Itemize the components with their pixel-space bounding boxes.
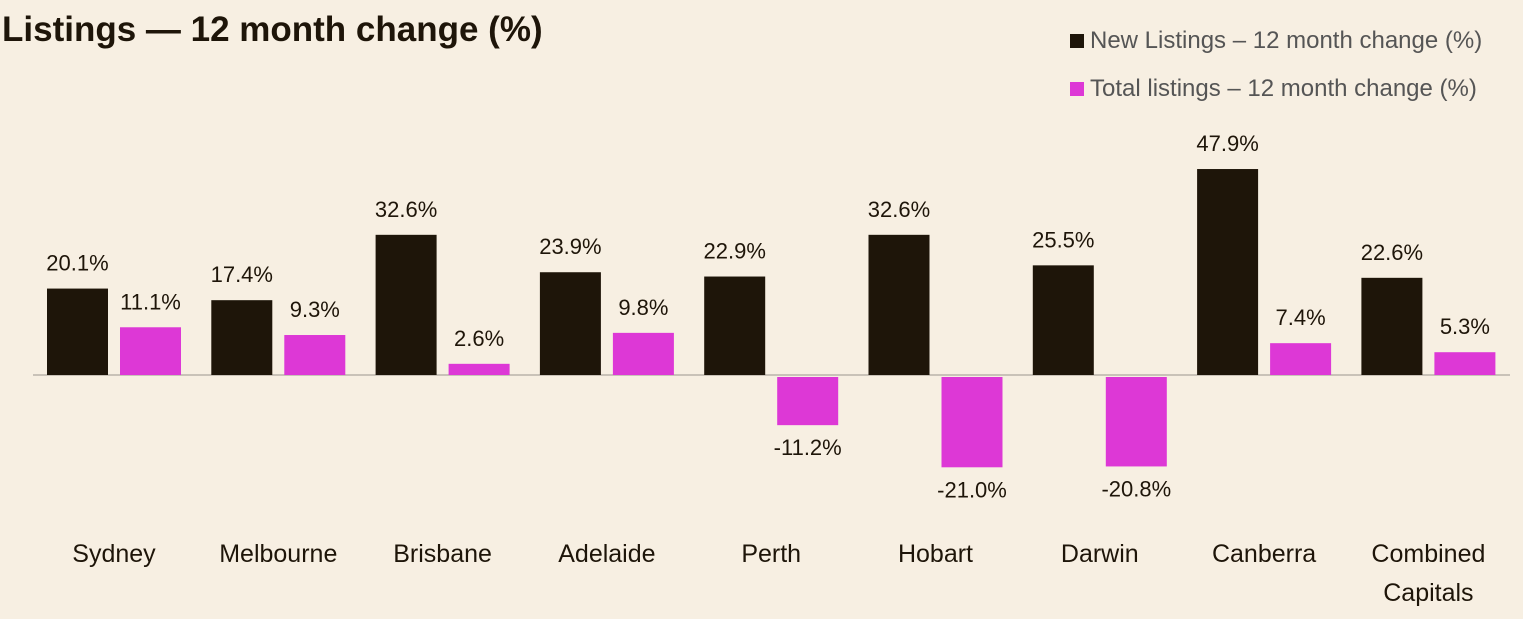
legend-label-total-listings: Total listings – 12 month change (%) bbox=[1090, 75, 1477, 102]
bar-total-adelaide bbox=[612, 332, 674, 375]
bar-new-canberra bbox=[1197, 169, 1259, 375]
value-label-total-combined-capitals: 5.3% bbox=[1440, 314, 1490, 339]
category-label-line: Brisbane bbox=[393, 540, 492, 568]
value-label-new-sydney: 20.1% bbox=[46, 251, 108, 276]
bar-new-adelaide bbox=[539, 272, 601, 375]
value-label-new-adelaide: 23.9% bbox=[539, 234, 601, 259]
legend-item-new-listings: New Listings – 12 month change (%) bbox=[1070, 24, 1482, 58]
value-label-new-canberra: 47.9% bbox=[1196, 131, 1258, 156]
value-label-total-darwin: -20.8% bbox=[1101, 476, 1171, 501]
value-label-new-darwin: 25.5% bbox=[1032, 227, 1094, 252]
legend: New Listings – 12 month change (%) Total… bbox=[1070, 24, 1482, 120]
category-label-darwin: Darwin bbox=[1061, 540, 1139, 568]
category-label-line: Combined bbox=[1371, 540, 1485, 568]
category-label-line: Perth bbox=[741, 540, 801, 568]
bar-new-brisbane bbox=[375, 234, 437, 375]
category-label-hobart: Hobart bbox=[898, 540, 973, 568]
value-label-new-perth: 22.9% bbox=[704, 239, 766, 264]
category-label-canberra: Canberra bbox=[1212, 540, 1316, 568]
value-label-new-hobart: 32.6% bbox=[868, 197, 930, 222]
value-label-total-canberra: 7.4% bbox=[1276, 305, 1326, 330]
value-label-new-combined-capitals: 22.6% bbox=[1361, 240, 1423, 265]
bar-total-perth bbox=[777, 377, 839, 426]
legend-swatch-total-listings bbox=[1070, 82, 1084, 96]
bar-total-canberra bbox=[1270, 343, 1332, 375]
category-label-melbourne: Melbourne bbox=[219, 540, 337, 568]
legend-item-total-listings: Total listings – 12 month change (%) bbox=[1070, 72, 1482, 106]
value-label-total-brisbane: 2.6% bbox=[454, 326, 504, 351]
bar-new-hobart bbox=[868, 234, 930, 375]
category-label-sydney: Sydney bbox=[72, 540, 156, 568]
category-label-line: Hobart bbox=[898, 540, 973, 568]
category-label-brisbane: Brisbane bbox=[393, 540, 492, 568]
bar-total-brisbane bbox=[448, 363, 510, 375]
bar-total-sydney bbox=[120, 327, 181, 375]
value-label-total-melbourne: 9.3% bbox=[290, 297, 340, 322]
legend-label-new-listings: New Listings – 12 month change (%) bbox=[1090, 27, 1483, 54]
value-label-total-sydney: 11.1% bbox=[120, 289, 181, 314]
category-label-adelaide: Adelaide bbox=[558, 540, 655, 568]
category-label-line: Capitals bbox=[1383, 579, 1473, 607]
bar-total-combined-capitals bbox=[1434, 352, 1496, 375]
category-label-line: Adelaide bbox=[558, 540, 655, 568]
bar-total-hobart bbox=[941, 377, 1003, 468]
bar-new-combined-capitals bbox=[1361, 277, 1423, 375]
bar-total-darwin bbox=[1105, 377, 1167, 467]
category-label-line: Canberra bbox=[1212, 540, 1316, 568]
value-label-total-adelaide: 9.8% bbox=[618, 295, 668, 320]
bar-new-darwin bbox=[1032, 265, 1094, 375]
category-label-line: Darwin bbox=[1061, 540, 1139, 568]
value-label-new-brisbane: 32.6% bbox=[375, 197, 437, 222]
category-label-perth: Perth bbox=[741, 540, 801, 568]
legend-swatch-new-listings bbox=[1070, 34, 1084, 48]
bar-new-melbourne bbox=[211, 300, 273, 375]
bar-new-sydney bbox=[47, 288, 108, 375]
category-label-combined-capitals: Combined Capitals bbox=[1371, 540, 1485, 607]
value-label-new-melbourne: 17.4% bbox=[211, 262, 273, 287]
chart-title: Listings — 12 month change (%) bbox=[2, 10, 543, 49]
category-label-line: Sydney bbox=[72, 540, 156, 568]
value-label-total-hobart: -21.0% bbox=[937, 477, 1007, 502]
category-label-line: Melbourne bbox=[219, 540, 337, 568]
bar-new-perth bbox=[704, 276, 766, 375]
bar-total-melbourne bbox=[284, 335, 346, 375]
value-label-total-perth: -11.2% bbox=[774, 435, 842, 460]
